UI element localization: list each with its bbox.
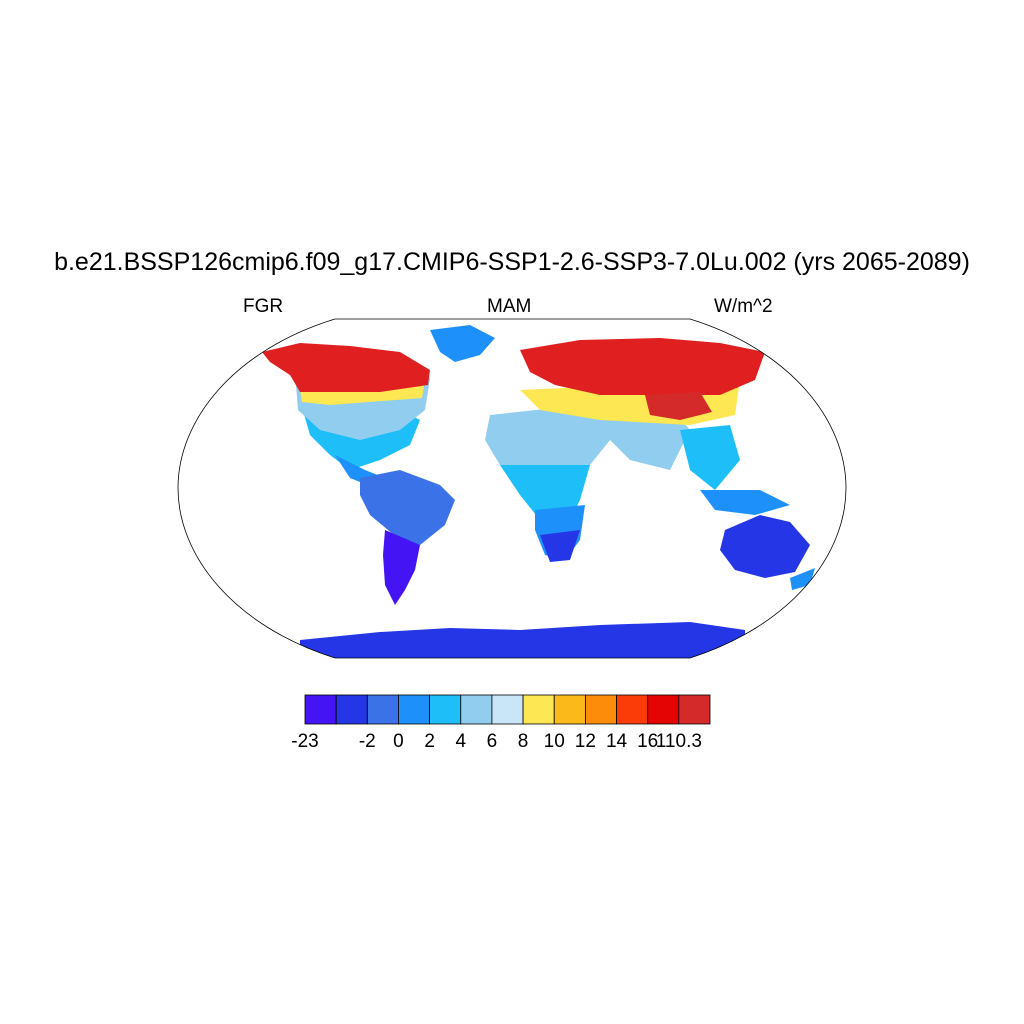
colorbar-tick-label: 12 — [574, 731, 596, 752]
colorbar-swatch — [304, 694, 337, 725]
colorbar-tick-label: 0 — [393, 731, 404, 752]
australia — [720, 515, 810, 578]
season-label: MAM — [487, 296, 532, 317]
colorbar-swatch — [522, 694, 555, 725]
colorbar-tick-label: 110.3 — [655, 731, 702, 752]
colorbar-swatch — [335, 694, 368, 725]
colorbar-tick-label: 16 — [637, 731, 659, 752]
map-border — [177, 318, 847, 659]
south-america-north — [360, 470, 455, 545]
colorbar-swatch — [678, 694, 711, 725]
north-america-north — [262, 343, 430, 392]
antarctica — [300, 622, 745, 658]
africa-central — [500, 465, 590, 520]
colorbar-swatch — [460, 694, 493, 725]
variable-label: FGR — [243, 296, 284, 317]
units-label: W/m^2 — [714, 296, 773, 317]
southeast-asia — [680, 425, 740, 490]
colorbar-tick-label: -2 — [358, 731, 376, 752]
colorbar-tick-label: 10 — [543, 731, 565, 752]
map-title: b.e21.BSSP126cmip6.f09_g17.CMIP6-SSP1-2.… — [54, 248, 970, 276]
colorbar-swatch — [647, 694, 680, 725]
africa-north — [485, 408, 610, 470]
africa-tip — [540, 530, 580, 562]
maritime-continent — [700, 490, 790, 515]
colorbar-swatch — [616, 694, 649, 725]
colorbar-swatch — [429, 694, 462, 725]
colorbar-swatch — [366, 694, 399, 725]
colorbar-tick-label: 2 — [424, 731, 435, 752]
colorbar-tick-label: 6 — [486, 731, 498, 752]
colorbar-swatch — [553, 694, 586, 725]
colorbar-tick-label: 14 — [605, 731, 628, 752]
greenland — [430, 325, 495, 362]
south-america-south — [383, 530, 420, 605]
colorbar-tick-label: 4 — [455, 731, 467, 752]
eurasia-north — [520, 338, 765, 395]
land-regions — [262, 325, 815, 658]
colorbar-swatch — [584, 694, 617, 725]
colorbar-tick-label: -23 — [291, 731, 319, 752]
colorbar-swatch — [398, 694, 431, 725]
colorbar-tick-label: 8 — [517, 731, 529, 752]
colorbar-swatch — [491, 694, 524, 725]
tibet — [645, 392, 712, 420]
